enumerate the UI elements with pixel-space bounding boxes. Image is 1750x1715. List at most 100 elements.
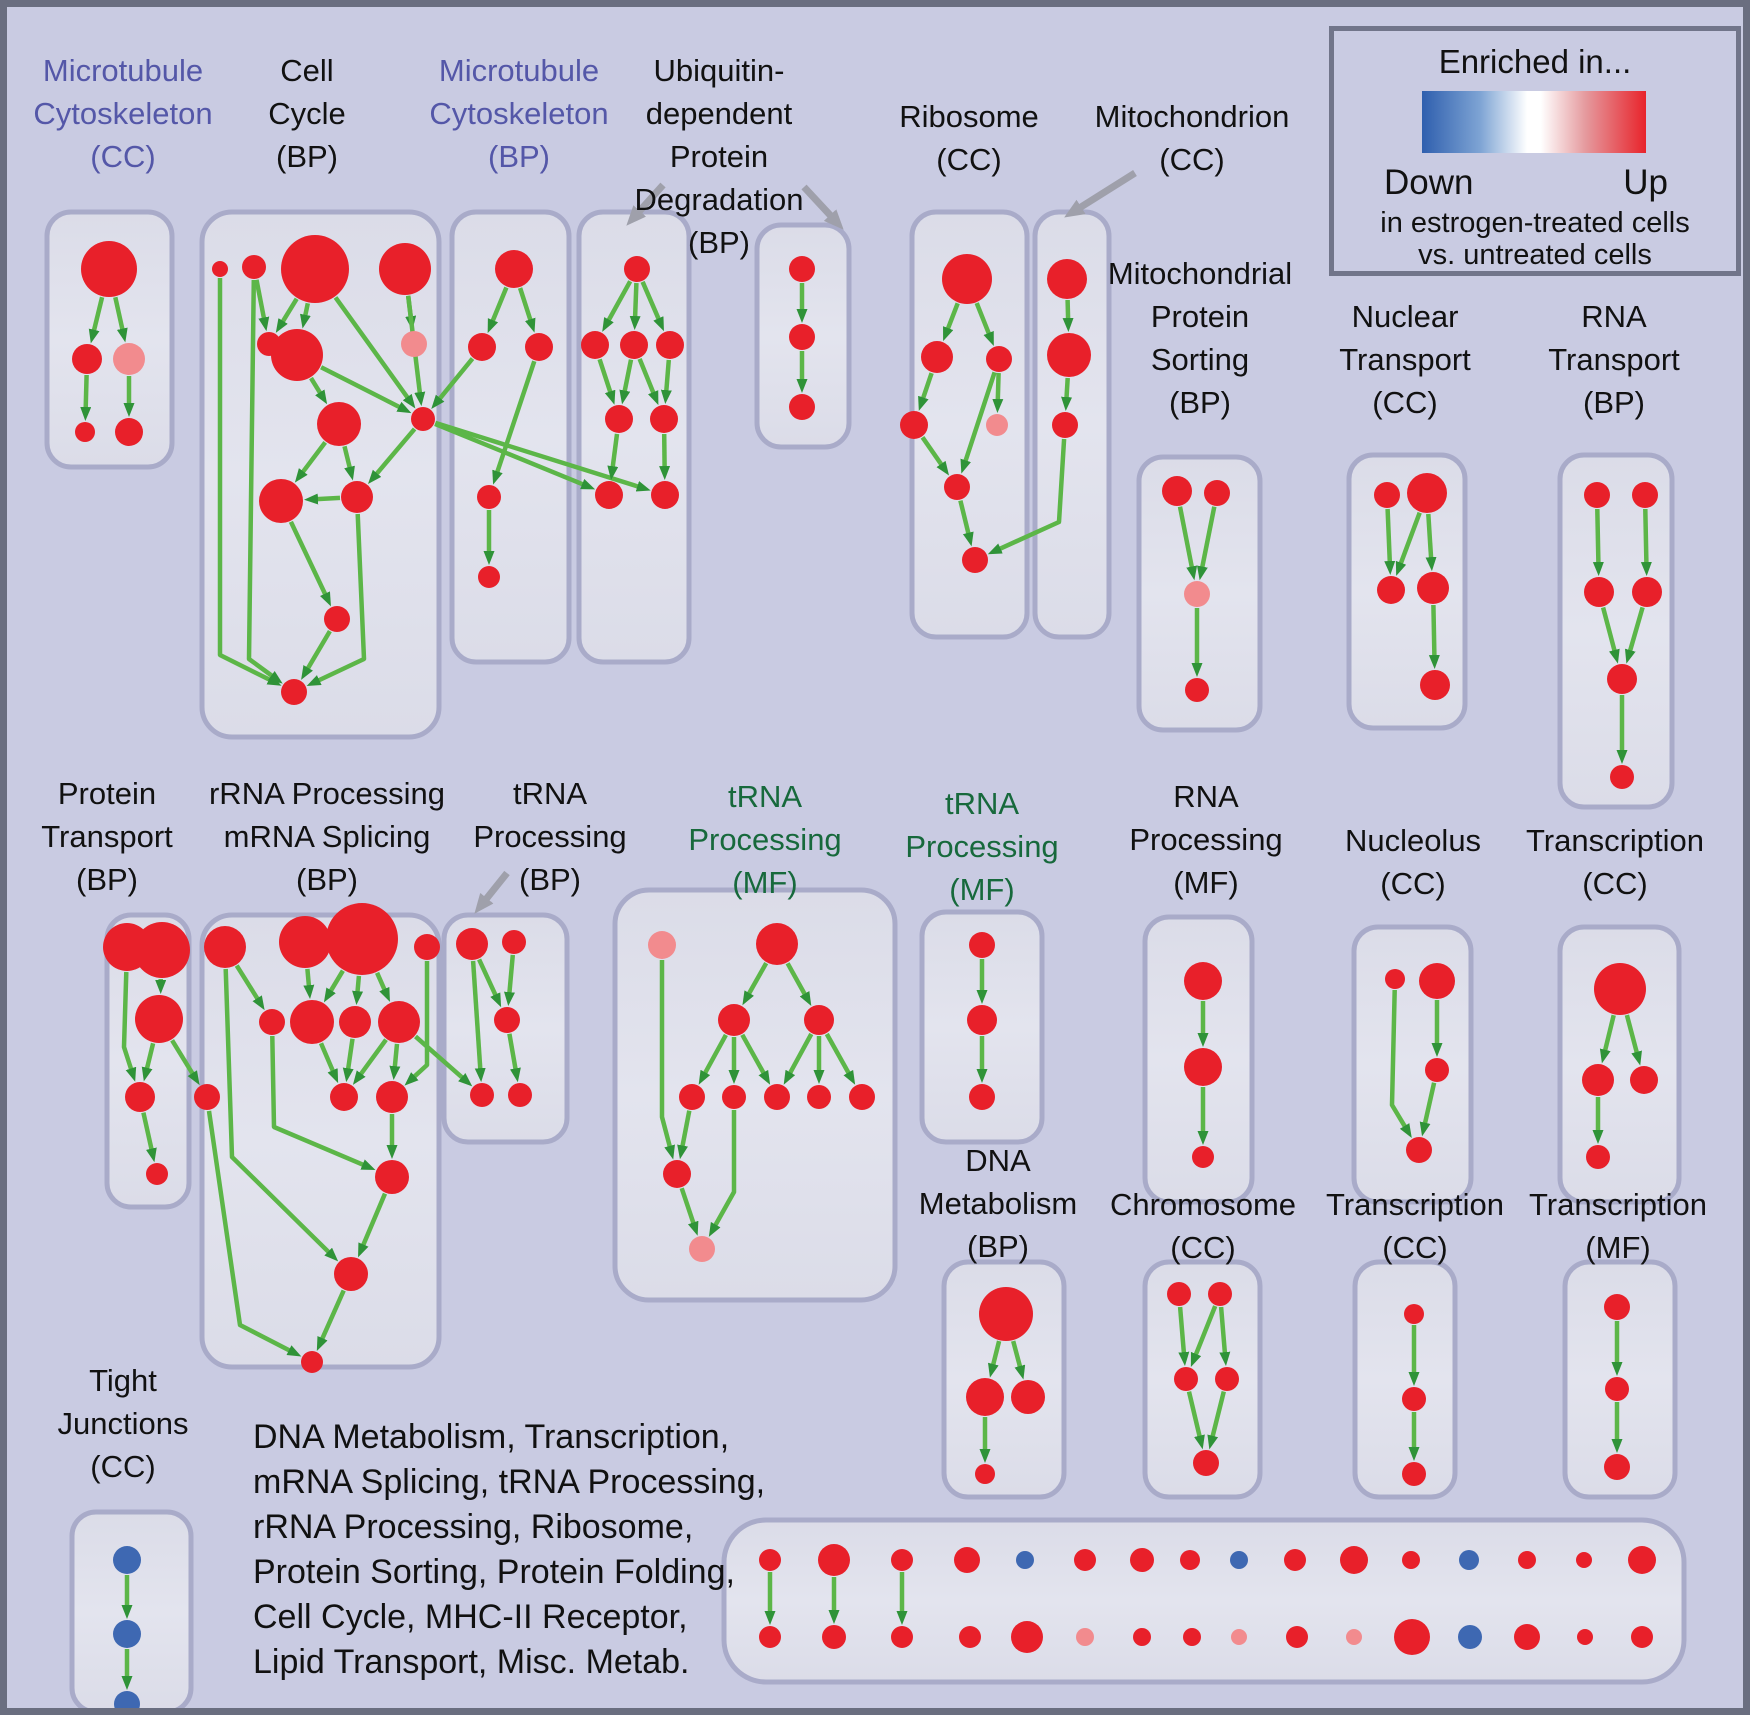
edge-r1-r2b	[974, 302, 994, 346]
go-term-node-mb4-red	[477, 485, 501, 509]
edge-p3-q11	[170, 1039, 200, 1086]
go-term-node-mb2-red	[468, 333, 496, 361]
go-term-node-r4-red	[944, 474, 970, 500]
color-legend: Enriched in... Down Up in estrogen-treat…	[1329, 26, 1741, 276]
edge-a2-a4	[80, 374, 92, 421]
edge-n1-n3	[1384, 508, 1396, 575]
edge-d1-d2	[988, 1340, 1002, 1378]
go-term-node-x3-red	[1192, 1146, 1214, 1168]
go-term-node-w2-red	[967, 1005, 997, 1035]
go-term-node-b6-red	[271, 329, 323, 381]
go-term-node-n12-red	[1394, 1619, 1430, 1655]
edge-d1-d3	[1011, 1340, 1026, 1380]
edge-p3-p4	[141, 1042, 156, 1082]
edge-ub1-ub2	[602, 280, 633, 332]
edge-e1-e3	[1177, 1306, 1190, 1367]
go-term-node-f3-red	[1402, 1462, 1426, 1486]
go-term-node-m04-red	[954, 1547, 980, 1573]
go-term-node-b9-red	[411, 407, 435, 431]
go-term-node-t1-red	[1584, 482, 1610, 508]
go-term-node-ub2-red	[581, 331, 609, 359]
go-term-node-m09-blue	[1230, 1551, 1248, 1569]
box-dna-metabolism	[941, 1259, 1067, 1500]
edge-s1-s3	[1177, 506, 1198, 581]
edge-ub3-ub5	[619, 359, 634, 405]
edge-a1-a3	[113, 296, 128, 343]
go-term-node-m03-red	[891, 1549, 913, 1571]
go-term-node-mb1-red	[495, 250, 533, 288]
go-term-node-m16-red	[1628, 1546, 1656, 1574]
go-term-node-b13-red	[281, 679, 307, 705]
edge-v1-v10	[659, 960, 675, 1160]
go-term-node-s2-red	[1204, 480, 1230, 506]
go-term-node-v2-red	[756, 923, 798, 965]
go-term-node-q4-red	[414, 934, 440, 960]
go-term-node-e2-red	[1208, 1282, 1232, 1306]
go-term-node-q2-red	[279, 916, 331, 968]
go-term-node-w1-red	[969, 932, 995, 958]
edge-p4-p5	[141, 1112, 157, 1163]
go-term-node-p5-red	[146, 1163, 168, 1185]
edge-a1-a2	[88, 296, 105, 344]
go-term-node-b12-red	[324, 606, 350, 632]
edge-n4-n5	[1428, 604, 1440, 669]
go-term-node-e5-red	[1193, 1450, 1219, 1476]
go-term-node-v4-red	[804, 1005, 834, 1035]
edge-r2b-r4	[960, 371, 997, 474]
go-term-node-ub5-red	[605, 405, 633, 433]
edge-r4-r5	[958, 500, 974, 547]
edge-v5-v10	[677, 1110, 692, 1160]
go-term-node-tm3-red	[1604, 1454, 1630, 1480]
go-term-node-n10-red	[1286, 1626, 1308, 1648]
go-term-node-b11-red	[259, 479, 303, 523]
go-term-node-t6-red	[1610, 765, 1634, 789]
go-term-node-uc3-red	[789, 394, 815, 420]
edge-q3-q7	[352, 975, 364, 1006]
go-term-node-v10-red	[663, 1160, 691, 1188]
go-term-node-a3-pink	[113, 343, 145, 375]
edge-b8-b10	[342, 445, 355, 481]
box-rna-transport	[1557, 452, 1675, 810]
edge-b3-b5	[275, 297, 299, 333]
edge-p1-p4	[121, 971, 137, 1082]
edge-r2b-r3b	[992, 372, 1004, 413]
go-term-node-tm1-red	[1604, 1294, 1630, 1320]
go-term-node-z4-red	[1586, 1145, 1610, 1169]
go-term-node-n07-red	[1133, 1628, 1151, 1646]
go-term-node-f2-red	[1402, 1387, 1426, 1411]
network-canvas	[44, 170, 1687, 1708]
edge-g2-g3	[1061, 377, 1073, 411]
go-term-node-z3-red	[1630, 1066, 1658, 1094]
go-term-node-n5-red	[1420, 670, 1450, 700]
go-term-node-b1-red	[212, 261, 228, 277]
go-term-node-q5-red	[259, 1009, 285, 1035]
go-term-node-e4-red	[1215, 1367, 1239, 1391]
edge-q1-q5	[234, 964, 265, 1011]
legend-up-label: Up	[1623, 163, 1668, 202]
go-term-node-y3-red	[1425, 1058, 1449, 1082]
go-term-node-mb5-red	[478, 566, 500, 588]
edge-e3-e5	[1186, 1391, 1205, 1450]
edge-q13-q14	[316, 1289, 346, 1351]
go-term-node-n4-red	[1417, 572, 1449, 604]
go-term-node-n04-red	[959, 1626, 981, 1648]
edge-b6-b8	[309, 376, 328, 405]
go-term-node-u2-red	[502, 930, 526, 954]
go-term-node-s1-red	[1162, 476, 1192, 506]
edge-q6-q9	[318, 1042, 339, 1084]
edge-v2-v3	[742, 961, 769, 1006]
go-term-node-a4-red	[75, 422, 95, 442]
go-term-node-h2-blue	[113, 1620, 141, 1648]
go-term-node-b10-red	[341, 481, 373, 513]
edge-ub4-ub6	[660, 359, 672, 405]
go-term-node-b3-red	[281, 235, 349, 303]
go-term-node-m15-red	[1576, 1552, 1592, 1568]
box-transcription-cc	[1557, 924, 1682, 1205]
go-term-node-u5-red	[508, 1083, 532, 1107]
go-term-node-tm2-red	[1605, 1377, 1629, 1401]
go-term-node-r5-red	[962, 547, 988, 573]
go-term-node-v6-red	[722, 1085, 746, 1109]
go-term-node-b2-red	[242, 255, 266, 279]
edge-ub2-ub5	[597, 358, 616, 405]
